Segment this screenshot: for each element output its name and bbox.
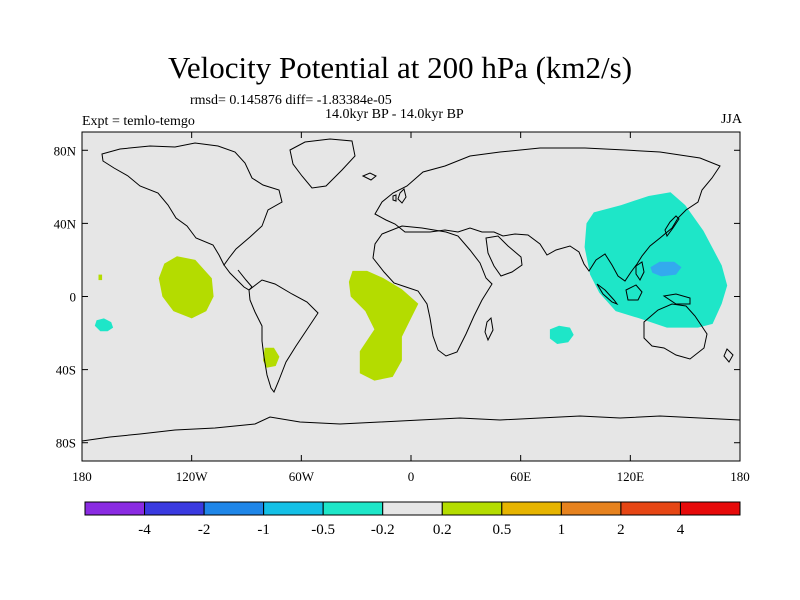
colorbar-swatch	[501, 501, 562, 516]
colorbar-label: 4	[677, 522, 685, 538]
colorbar-label: -4	[138, 522, 151, 538]
latitude-axis: 80N 40N 0 40S 80S	[54, 143, 740, 451]
coastlines	[81, 138, 741, 442]
atlantic-positive-region	[348, 270, 419, 381]
lon-tick-label: 60W	[289, 469, 315, 484]
colorbar-swatch	[322, 501, 384, 516]
colorbar-label: -0.2	[371, 522, 395, 538]
colorbar-swatch	[441, 501, 503, 516]
lat-tick-label: 40N	[54, 216, 77, 231]
lat-tick-label: 80N	[54, 143, 77, 158]
lon-tick-label: 180	[72, 469, 92, 484]
pacific-positive-speck	[98, 274, 103, 281]
west-pacific-negative-region	[584, 192, 728, 328]
colorbar-swatch	[84, 501, 146, 516]
lon-tick-label: 120E	[617, 469, 645, 484]
colorbar-swatch	[560, 501, 622, 516]
colorbar-label: -1	[257, 522, 270, 538]
colorbar-swatch	[620, 501, 681, 516]
lat-tick-label: 40S	[56, 363, 76, 378]
colorbar-label: -2	[198, 522, 211, 538]
lon-tick-label: 120W	[176, 469, 209, 484]
colorbar-label: 1	[558, 522, 566, 538]
colorbar: -4 -2 -1 -0.5 -0.2 0.2 0.5 1 2 4	[84, 501, 741, 538]
lon-tick-label: 180	[730, 469, 750, 484]
chart-title: Velocity Potential at 200 hPa (km2/s)	[167, 50, 633, 85]
anomaly-layer	[94, 192, 728, 381]
experiment-label: Expt = temlo-temgo	[82, 114, 195, 129]
season-label: JJA	[720, 112, 742, 127]
colorbar-label: 0.2	[433, 522, 452, 538]
central-pacific-negative-region	[94, 318, 114, 332]
lat-tick-label: 80S	[56, 436, 76, 451]
colorbar-label: -0.5	[311, 522, 335, 538]
lon-tick-label: 0	[408, 469, 415, 484]
lat-tick-label: 0	[70, 290, 77, 305]
colorbar-label: 2	[617, 522, 625, 538]
philippine-sea-stronger-negative-core	[650, 261, 682, 277]
east-pacific-positive-region	[158, 256, 214, 319]
lon-tick-label: 60E	[510, 469, 531, 484]
south-american-positive-patch	[263, 347, 280, 368]
colorbar-swatch	[382, 501, 443, 516]
longitude-axis: 180 120W 60W 0 60E 120E 180	[72, 132, 750, 484]
period-label: 14.0kyr BP - 14.0kyr BP	[325, 107, 464, 122]
colorbar-swatch	[203, 501, 265, 516]
colorbar-swatch	[263, 501, 324, 516]
colorbar-swatch	[679, 501, 741, 516]
colorbar-swatch	[144, 501, 205, 516]
indian-ocean-negative-region	[549, 325, 574, 344]
stats-label: rmsd= 0.145876 diff= -1.83384e-05	[190, 93, 392, 108]
colorbar-label: 0.5	[492, 522, 511, 538]
